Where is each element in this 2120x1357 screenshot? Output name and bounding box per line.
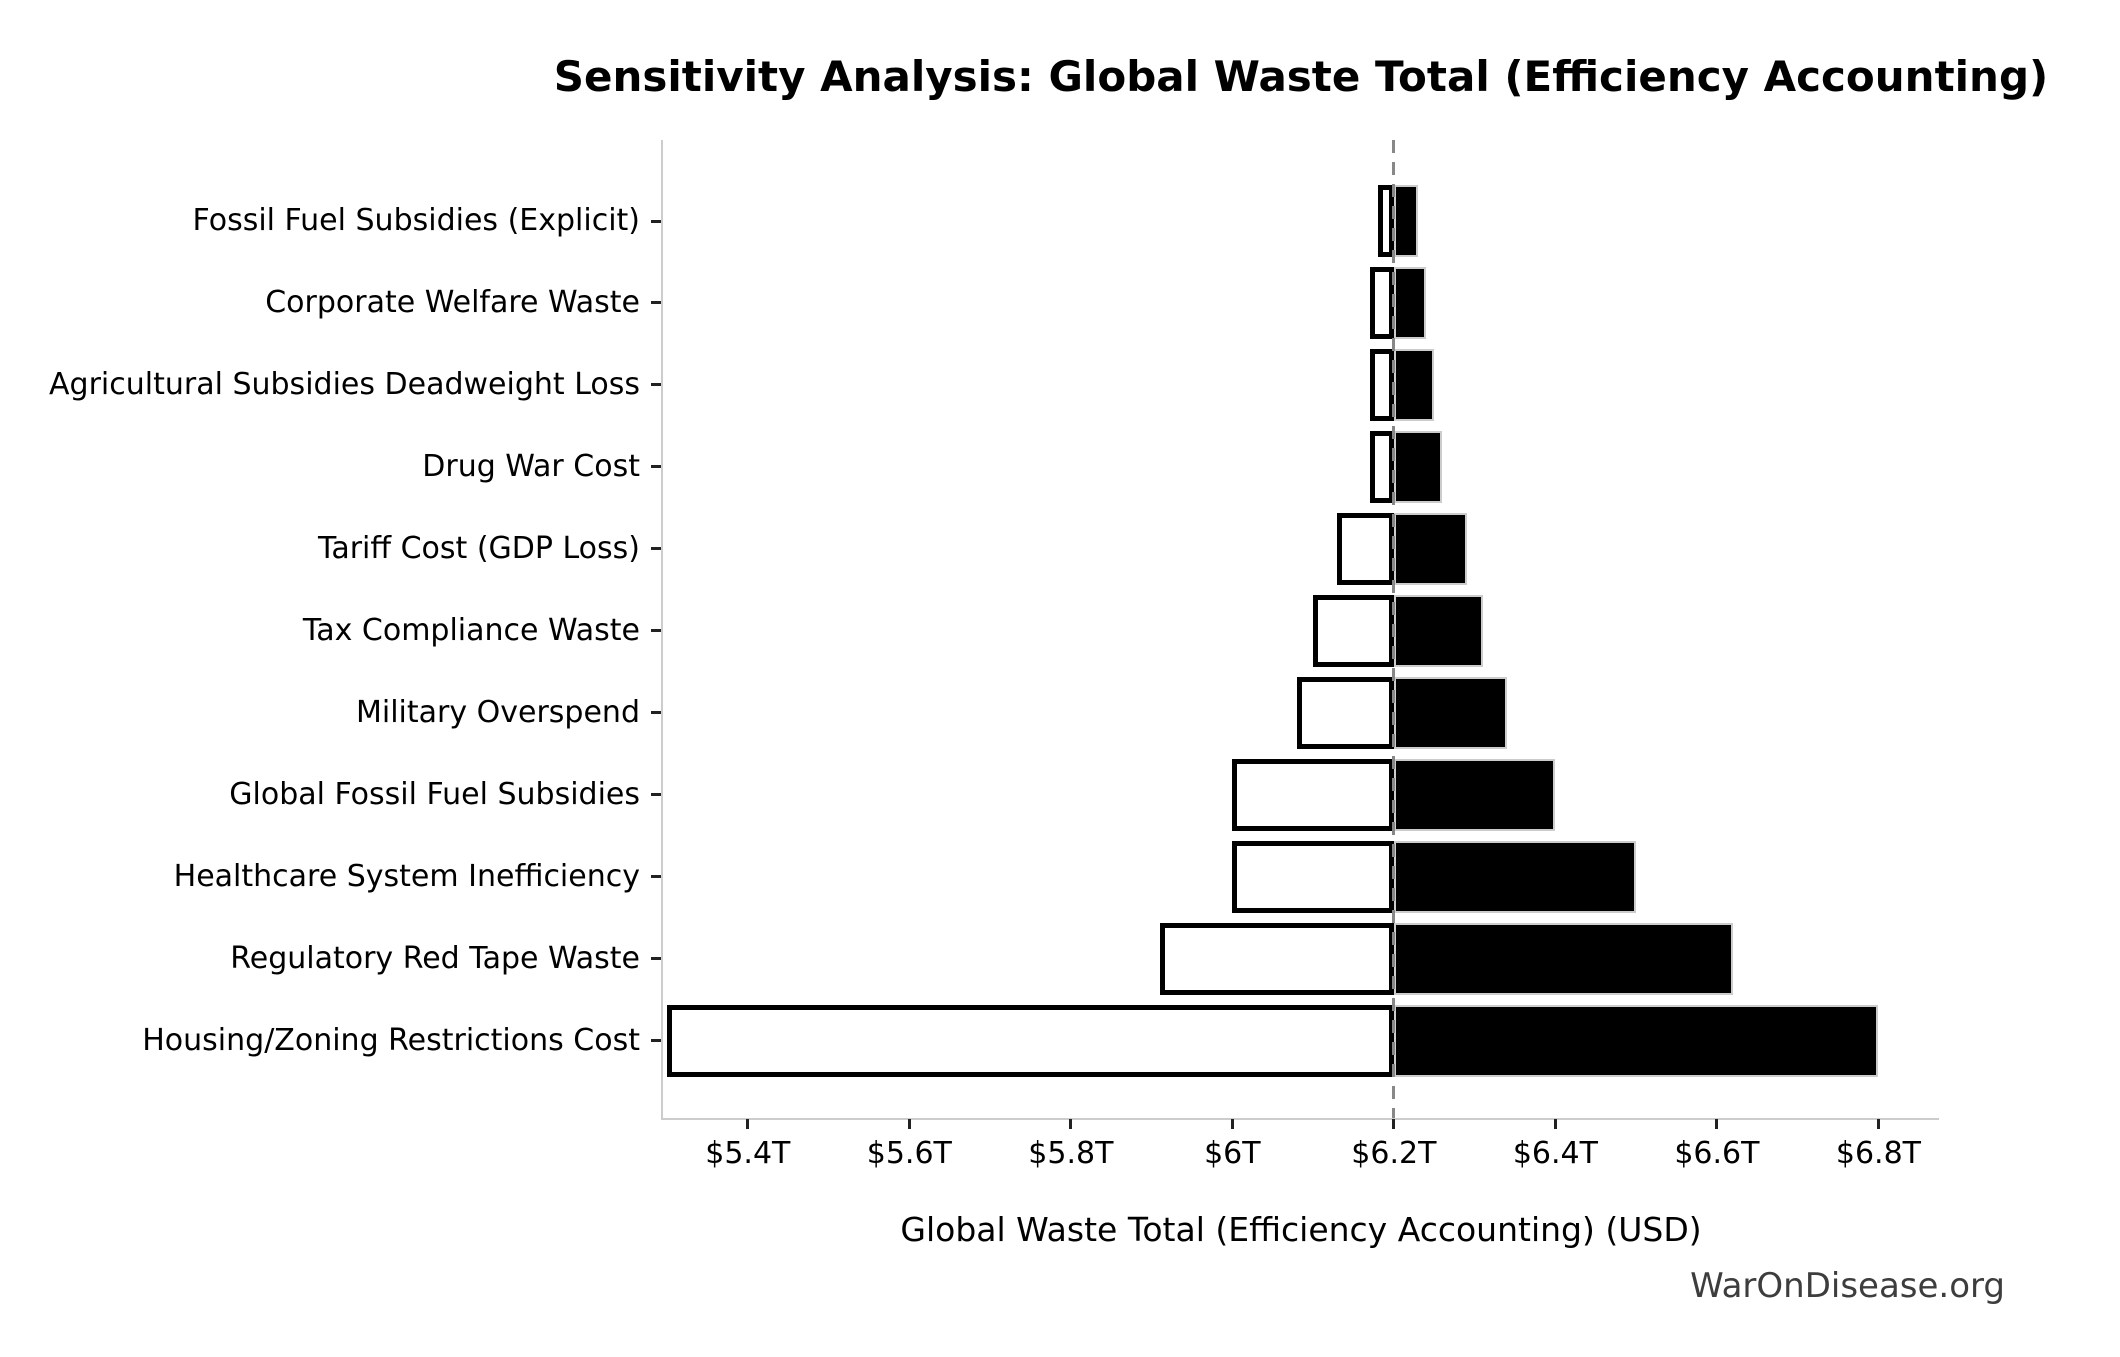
y-tick-label-2: Agricultural Subsidies Deadweight Loss — [49, 366, 640, 402]
x-tick-label-4: $6.2T — [1351, 1136, 1437, 1171]
plot-area — [651, 140, 1939, 1129]
y-tick-10 — [651, 1039, 661, 1042]
y-tick-label-10: Housing/Zoning Restrictions Cost — [142, 1022, 640, 1058]
y-tick-label-0: Fossil Fuel Subsidies (Explicit) — [192, 203, 640, 238]
x-tick-0 — [746, 1119, 750, 1129]
y-tick-7 — [651, 793, 661, 797]
bar-low-10 — [667, 1004, 1394, 1077]
bar-low-2 — [1369, 348, 1394, 421]
bar-low-8 — [1232, 840, 1394, 913]
x-axis-label: Global Waste Total (Efficiency Accountin… — [900, 1210, 1702, 1249]
y-tick-label-7: Global Fossil Fuel Subsidies — [229, 776, 640, 812]
bar-high-3 — [1393, 430, 1443, 503]
bar-high-5 — [1393, 594, 1483, 667]
y-tick-0 — [651, 219, 661, 223]
bar-high-8 — [1393, 840, 1637, 913]
y-tick-label-6: Military Overspend — [355, 694, 640, 730]
x-tick-label-0: $5.4T — [705, 1136, 791, 1171]
x-tick-4 — [1392, 1119, 1396, 1129]
y-tick-3 — [651, 465, 661, 469]
bar-high-6 — [1393, 676, 1507, 749]
y-tick-label-9: Regulatory Red Tape Waste — [230, 940, 640, 976]
y-tick-label-5: Tax Compliance Waste — [302, 612, 640, 648]
x-tick-6 — [1715, 1119, 1719, 1129]
y-tick-label-3: Drug War Cost — [422, 448, 640, 484]
bar-high-10 — [1393, 1004, 1879, 1077]
y-tick-2 — [651, 383, 661, 387]
baseline-dashed-line — [1392, 140, 1396, 1118]
y-tick-label-4: Tariff Cost (GDP Loss) — [317, 530, 640, 566]
bar-high-9 — [1393, 922, 1734, 995]
y-tick-label-1: Corporate Welfare Waste — [265, 284, 640, 320]
x-tick-label-5: $6.4T — [1512, 1136, 1598, 1171]
x-tick-7 — [1876, 1119, 1880, 1129]
x-axis-spine — [661, 1118, 1939, 1120]
y-tick-5 — [651, 629, 661, 633]
bar-low-7 — [1232, 758, 1394, 831]
bar-low-0 — [1377, 185, 1394, 257]
bar-low-6 — [1296, 676, 1394, 749]
y-tick-1 — [651, 301, 661, 305]
bar-high-7 — [1393, 758, 1556, 831]
x-tick-label-2: $5.8T — [1028, 1136, 1114, 1171]
y-tick-9 — [651, 957, 661, 961]
x-tick-2 — [1069, 1119, 1073, 1129]
bar-high-2 — [1393, 348, 1435, 421]
bar-low-3 — [1369, 430, 1394, 503]
watermark: WarOnDisease.org — [1690, 1266, 2005, 1306]
x-tick-label-7: $6.8T — [1835, 1136, 1921, 1171]
x-tick-label-3: $6T — [1204, 1136, 1261, 1171]
x-tick-3 — [1230, 1119, 1234, 1129]
y-tick-4 — [651, 547, 661, 551]
bar-high-4 — [1393, 512, 1467, 585]
x-tick-5 — [1553, 1119, 1557, 1129]
x-tick-1 — [907, 1119, 911, 1129]
y-tick-6 — [651, 711, 661, 715]
bar-low-4 — [1337, 512, 1394, 585]
x-tick-label-6: $6.6T — [1674, 1136, 1760, 1171]
y-tick-label-8: Healthcare System Inefficiency — [173, 858, 640, 894]
bar-low-5 — [1313, 594, 1394, 667]
bar-low-9 — [1159, 922, 1394, 995]
bar-high-1 — [1393, 266, 1427, 339]
x-tick-label-1: $5.6T — [866, 1136, 952, 1171]
bar-low-1 — [1369, 266, 1394, 339]
y-tick-8 — [651, 875, 661, 879]
chart-title: Sensitivity Analysis: Global Waste Total… — [553, 52, 2049, 101]
y-axis-spine — [661, 140, 663, 1120]
bar-high-0 — [1393, 185, 1419, 257]
